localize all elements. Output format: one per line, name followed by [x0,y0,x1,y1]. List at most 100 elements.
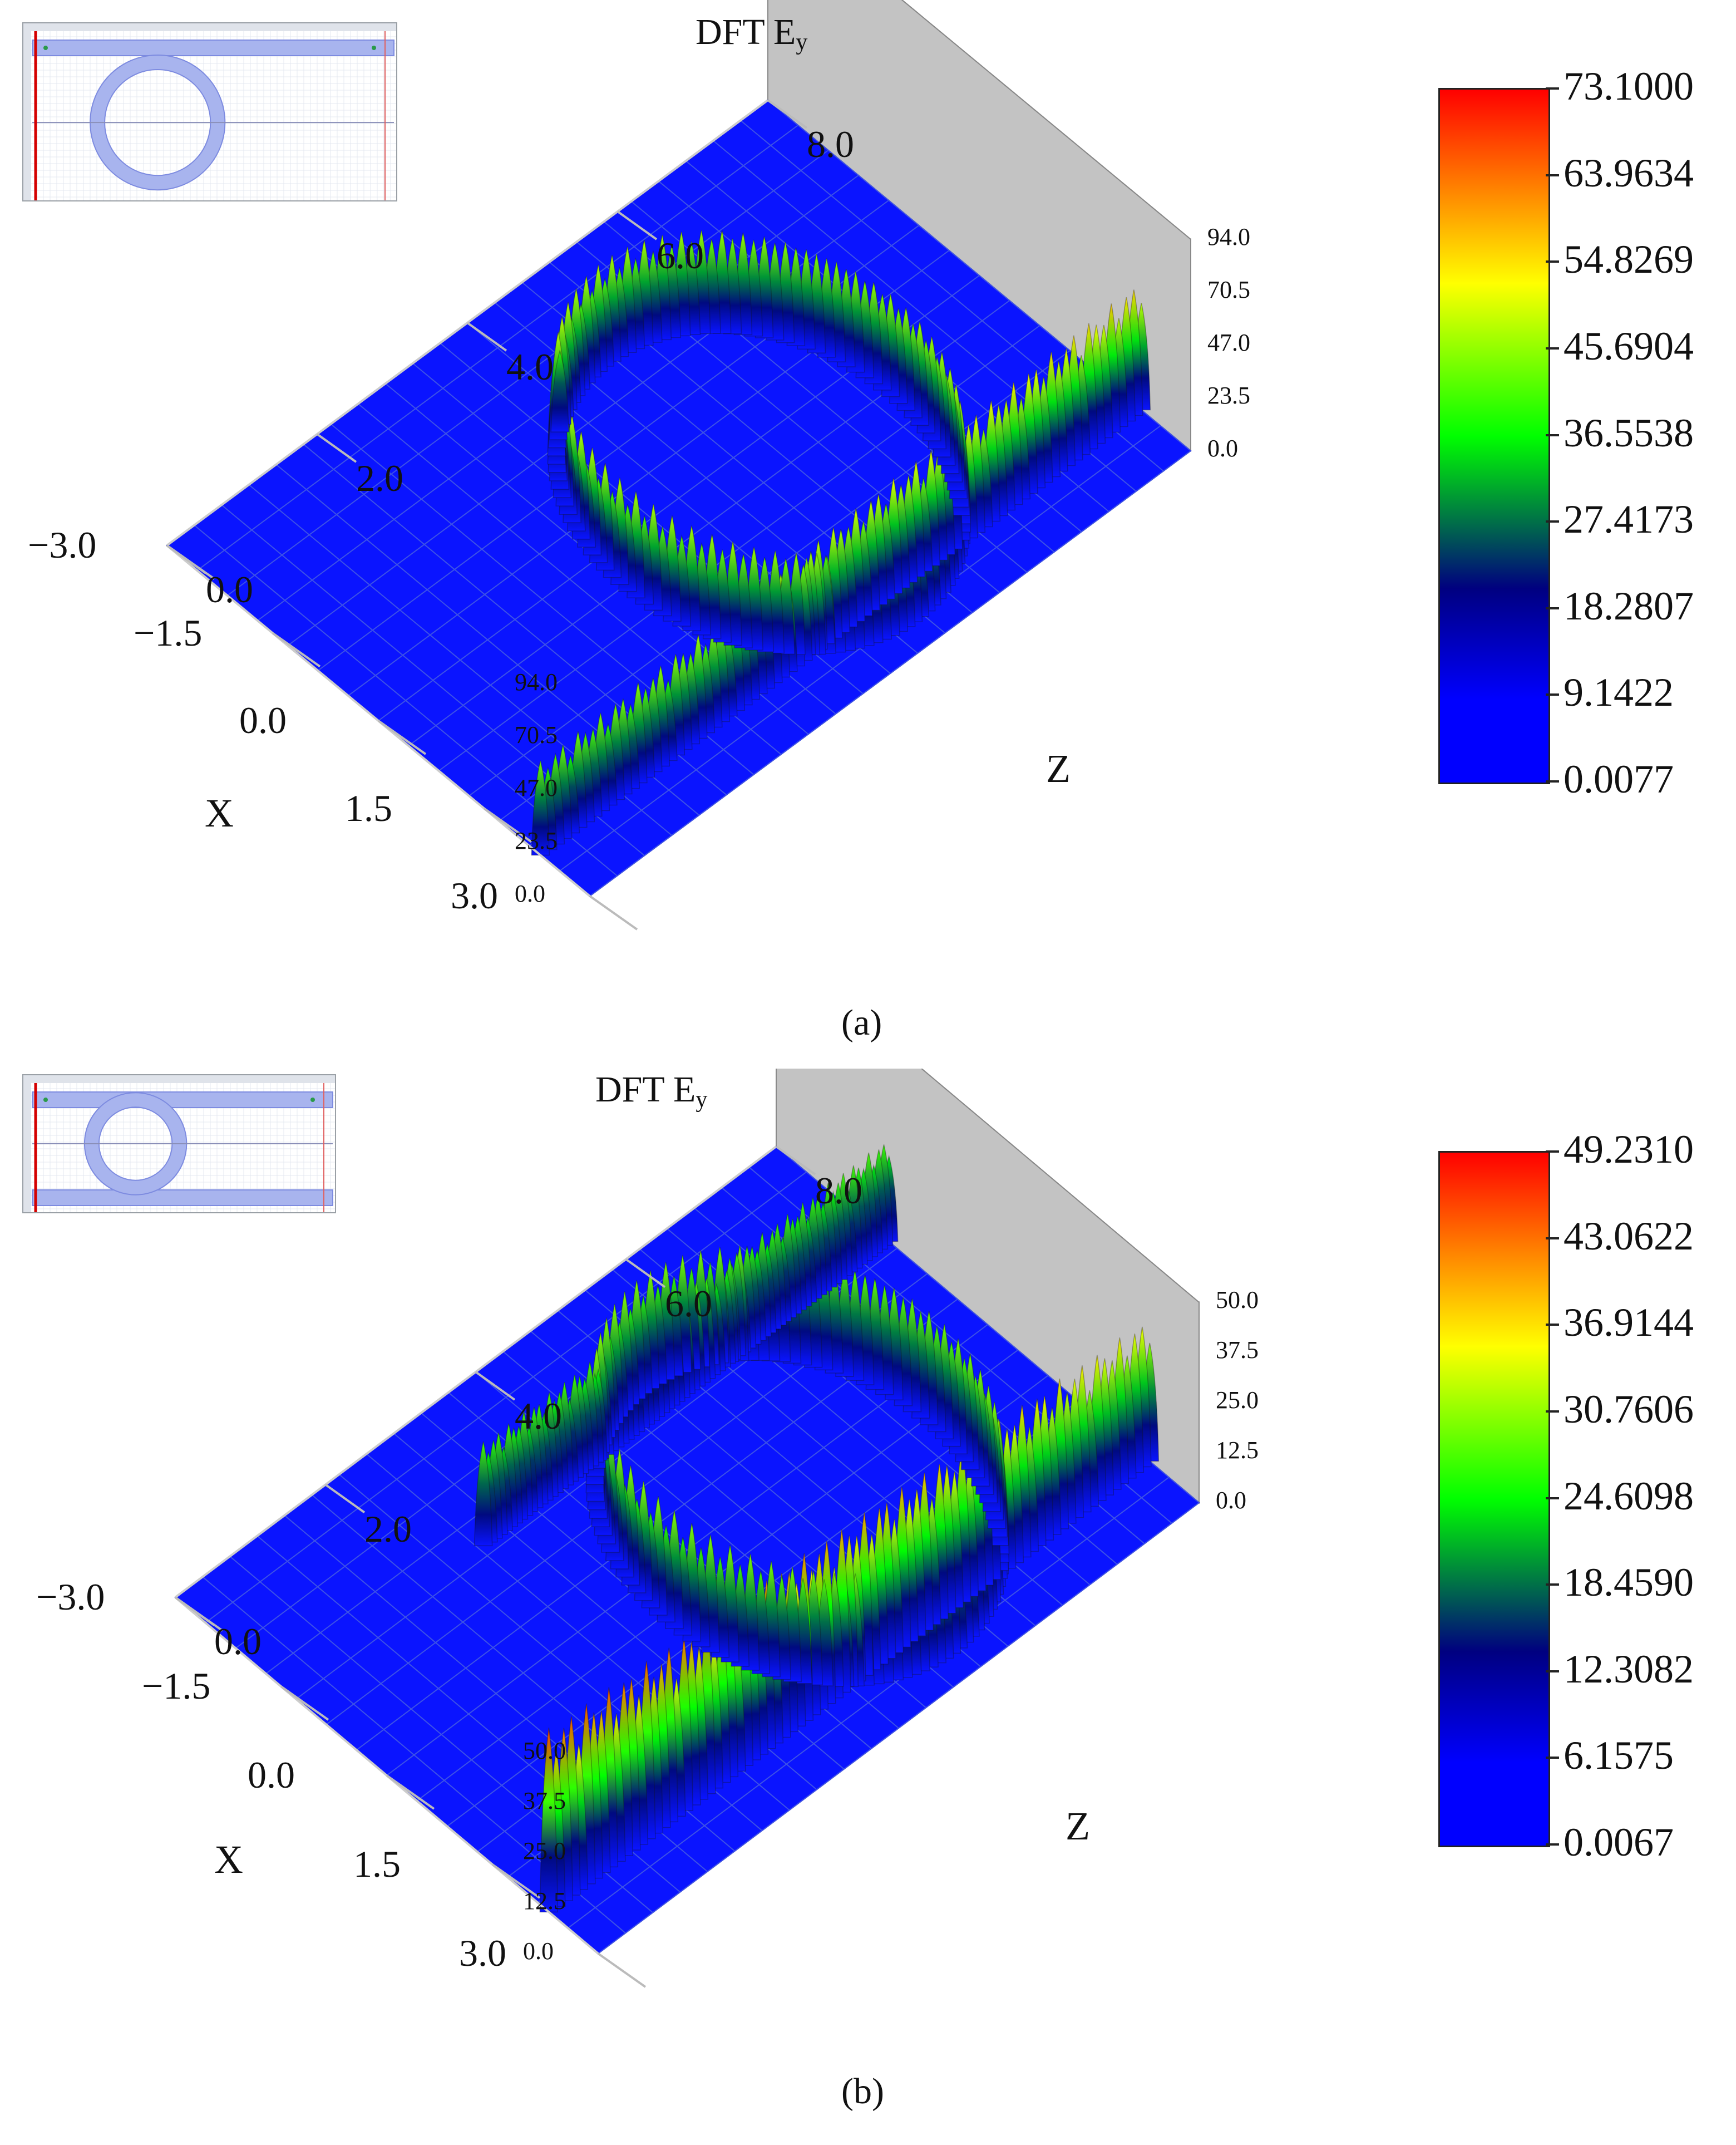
plot-title-a: DFT Ey [696,12,808,55]
colorbar-tick-label: 24.6098 [1564,1473,1694,1518]
inset-ruler [23,1075,31,1212]
colorbar-tick-mark [1546,1843,1559,1846]
colorbar-tick-label: 18.4590 [1564,1560,1694,1605]
colorbar-tick-mark [1546,1670,1559,1672]
waveguide-field-peak [531,760,550,856]
x-tick-mark [589,895,638,931]
surface-plot-a [166,0,1192,931]
value-tick-label-left: 37.5 [523,1787,566,1814]
x-tick-label: −1.5 [134,611,203,654]
colorbar-tick-mark [1546,434,1559,436]
colorbar-tick-label: 30.7606 [1564,1386,1694,1431]
value-tick-label-left: 50.0 [523,1737,566,1764]
x-tick-mark [597,1952,647,1988]
inset-ruler [23,23,31,200]
inset-monitor-point [43,1098,48,1102]
z-tick-mark [466,322,507,352]
colorbar-tick-label: 43.0622 [1564,1213,1694,1258]
device-inset-a [22,22,397,201]
z-tick-label: 2.0 [364,1507,412,1550]
colorbar-tick-label: 6.1575 [1564,1733,1674,1778]
x-tick-mark [272,632,321,668]
colorbar-tick-label: 45.6904 [1564,323,1694,368]
value-tick-label-right: 70.5 [1207,276,1250,303]
colorbar-a [1438,88,1550,784]
z-axis-label-a: Z [1046,746,1071,791]
panel-a: DFT Ey X Z (a) 3.0 1.5 0.0 −1.5 −3.0 0.0 2.0 4.… [0,0,1736,1057]
x-tick-mark [483,807,532,843]
x-tick-label: −1.5 [142,1665,211,1707]
field-ridges [531,230,1151,856]
x-axis-label-b: X [214,1837,243,1882]
ring-schematic-b [23,1075,335,1212]
x-tick-mark [491,1863,541,1899]
x-tick-label: 0.0 [248,1754,295,1796]
z-tick-label: 8.0 [807,123,854,165]
value-tick-label-left: 25.0 [523,1837,566,1864]
x-tick-label: 1.5 [353,1843,401,1885]
x-tick-label: 3.0 [459,1932,506,1974]
z-tick-mark [166,544,207,574]
x-tick-mark [377,720,427,755]
ring-schematic-a [23,23,396,200]
colorbar-tick-label: 27.4173 [1564,497,1694,542]
colorbar-tick-label: 0.0077 [1564,757,1674,801]
z-tick-label: 6.0 [665,1282,712,1325]
colorbar-tick-label: 49.2310 [1564,1127,1694,1172]
colorbar-tick-mark [1546,87,1559,90]
field-ridges [474,1144,1160,1913]
x-tick-mark [386,1774,435,1810]
z-tick-mark [316,433,357,463]
value-tick-label-right: 47.0 [1207,329,1250,356]
colorbar-tick-mark [1546,1757,1559,1759]
z-tick-label: 4.0 [515,1395,562,1437]
colorbar-tick-mark [1546,1324,1559,1326]
value-tick-label-right: 25.0 [1216,1386,1259,1414]
waveguide-field-peak [474,1442,493,1547]
colorbar-tick-mark [1546,174,1559,176]
value-tick-label-right: 50.0 [1216,1286,1259,1313]
x-tick-label: −3.0 [36,1576,105,1618]
plot-title-b: DFT Ey [595,1069,708,1113]
inset-monitor-point [372,46,376,50]
x-tick-mark [280,1685,329,1721]
colorbar-b [1438,1151,1550,1847]
value-tick-label-right: 0.0 [1216,1487,1246,1514]
inset-bus-waveguide [32,1091,333,1108]
value-tick-label-right: 94.0 [1207,223,1250,250]
value-tick-label-right: 0.0 [1207,435,1238,462]
z-tick-label: 0.0 [214,1620,262,1662]
value-tick-label-left: 0.0 [523,1937,554,1965]
colorbar-tick-label: 36.9144 [1564,1300,1694,1345]
colorbar-tick-label: 12.3082 [1564,1646,1694,1691]
value-tick-label-left: 0.0 [515,880,545,907]
colorbar-tick-label: 54.8269 [1564,237,1694,282]
z-tick-label: 6.0 [657,234,704,277]
panel-caption-a: (a) [841,1002,882,1043]
ring-field-peak [550,349,570,432]
z-tick-mark [324,1483,366,1514]
waveguide-field-peak [539,1728,559,1913]
z-tick-label: 0.0 [206,568,253,611]
colorbar-tick-mark [1546,347,1559,350]
colorbar-tick-label: 0.0067 [1564,1820,1674,1864]
value-tick-label-left: 47.0 [515,774,558,801]
z-tick-label: 2.0 [356,457,403,499]
colorbar-tick-mark [1546,1583,1559,1586]
colorbar-tick-label: 36.5538 [1564,410,1694,455]
z-tick-mark [174,1596,215,1626]
panel-b: DFT Ey X Z (b) 3.0 1.5 0.0 −1.5 −3.0 0.0 2.0 4.… [0,1069,1736,2126]
panel-caption-b: (b) [841,2071,884,2112]
surface-plot-b [174,1069,1200,1988]
value-tick-label-right: 23.5 [1207,382,1250,409]
device-inset-b [22,1074,336,1213]
colorbar-tick-mark [1546,607,1559,609]
z-tick-label: 4.0 [506,346,554,388]
z-tick-label: 8.0 [815,1169,862,1212]
inset-monitor-point [43,46,48,50]
colorbar-tick-mark [1546,1237,1559,1239]
value-tick-label-left: 12.5 [523,1887,566,1915]
colorbar-tick-mark [1546,1150,1559,1153]
colorbar-tick-mark [1546,693,1559,696]
colorbar-tick-mark [1546,780,1559,783]
